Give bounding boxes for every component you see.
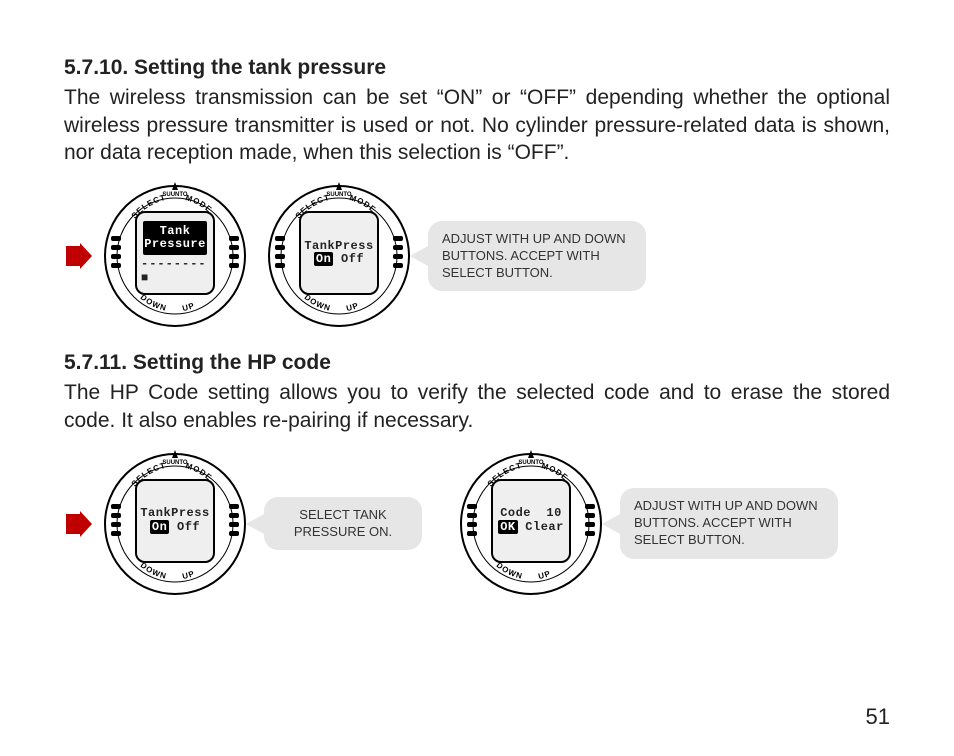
lcd-text: On Off — [314, 253, 364, 266]
svg-text:SUUNTO: SUUNTO — [518, 460, 544, 466]
lcd-text: OK Clear — [498, 521, 564, 534]
lcd-text: Pressure — [144, 238, 206, 251]
red-arrow-icon — [66, 511, 92, 537]
instruction-bubble: ADJUST WITH UP AND DOWN BUTTONS. ACCEPT … — [620, 488, 838, 559]
lcd-dashes: --------■ — [141, 257, 209, 285]
page-number: 51 — [866, 704, 890, 730]
body-5-7-11: The HP Code setting allows you to verify… — [64, 379, 890, 434]
heading-5-7-11: 5.7.11. Setting the HP code — [64, 351, 890, 375]
svg-text:SUUNTO: SUUNTO — [162, 460, 188, 466]
watch-dial-tank-pressure-menu: SELECT MODE DOWN UP SUUNTO Tank Pressure… — [100, 181, 250, 331]
svg-text:SUUNTO: SUUNTO — [326, 192, 352, 198]
watch-dial-code-ok-clear: SELECT MODE DOWN UP SUUNTO Code 10 OK Cl… — [456, 449, 606, 599]
figure-row-1: SELECT MODE DOWN UP SUUNTO Tank Pressure… — [66, 181, 890, 331]
watch-dial-tankpress-onoff-2: SELECT MODE DOWN UP SUUNTO TankPress On … — [100, 449, 250, 599]
figure-row-2: SELECT MODE DOWN UP SUUNTO TankPress On … — [66, 449, 890, 599]
body-5-7-10: The wireless transmission can be set “ON… — [64, 84, 890, 167]
instruction-bubble: SELECT TANK PRESSURE ON. — [264, 497, 422, 551]
heading-5-7-10: 5.7.10. Setting the tank pressure — [64, 56, 890, 80]
lcd-text: On Off — [150, 521, 200, 534]
watch-dial-tankpress-onoff: SELECT MODE DOWN UP SUUNTO TankPress On … — [264, 181, 414, 331]
red-arrow-icon — [66, 243, 92, 269]
instruction-bubble: ADJUST WITH UP AND DOWN BUTTONS. ACCEPT … — [428, 221, 646, 292]
svg-text:SUUNTO: SUUNTO — [162, 192, 188, 198]
